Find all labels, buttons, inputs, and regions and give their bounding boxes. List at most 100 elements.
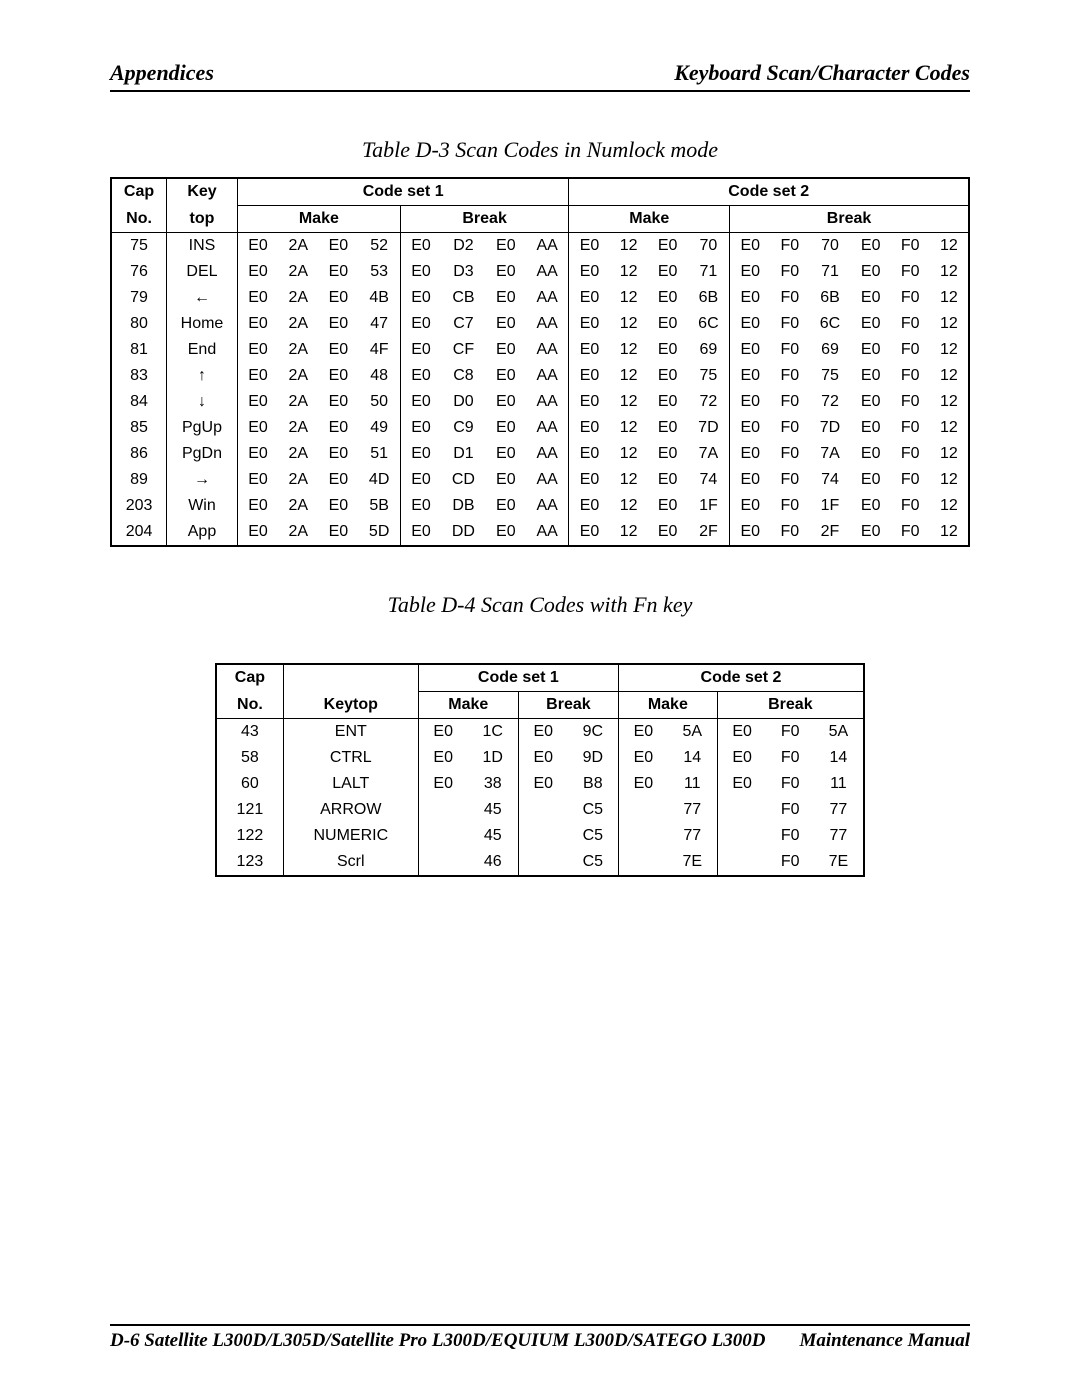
cell: AA [526,467,569,493]
cell: F0 [770,259,809,285]
table-row: 81EndE02AE04FE0CFE0AAE012E069E0F069E0F01… [111,337,969,363]
cell: 2A [278,311,318,337]
cell: E0 [717,719,766,746]
cell: 2F [688,519,730,546]
cell: E0 [237,467,278,493]
table-row: 79←E02AE04BE0CBE0AAE012E06BE0F06BE0F012 [111,285,969,311]
cell: E0 [569,415,610,441]
cell: 12 [930,363,969,389]
cell: E0 [730,415,771,441]
cell: 7D [809,415,850,441]
cell [518,849,567,876]
cell: E0 [318,259,358,285]
cell: E0 [486,493,526,519]
cell: 12 [610,415,648,441]
cell: E0 [400,389,441,415]
cell: → [167,467,238,493]
cell: F0 [891,233,930,260]
t3-hdr-cs1: Code set 1 [237,178,569,206]
cell: E0 [851,467,891,493]
cell: E0 [569,467,610,493]
cell: 12 [610,467,648,493]
cell: 69 [688,337,730,363]
cell: E0 [851,363,891,389]
cell: 12 [610,519,648,546]
cell: E0 [730,285,771,311]
table-row: 85PgUpE02AE049E0C9E0AAE012E07DE0F07DE0F0… [111,415,969,441]
cell: 6B [688,285,730,311]
cell: AA [526,259,569,285]
cell: E0 [318,441,358,467]
cell: E0 [648,467,688,493]
cell: E0 [851,233,891,260]
cell: E0 [486,363,526,389]
cell: E0 [318,285,358,311]
table-row: 203WinE02AE05BE0DBE0AAE012E01FE0F01FE0F0… [111,493,969,519]
cell: CD [441,467,486,493]
cell: AA [526,311,569,337]
table-row: 89→E02AE04DE0CDE0AAE012E074E0F074E0F012 [111,467,969,493]
cell: 12 [610,311,648,337]
cell: E0 [851,389,891,415]
cell: 70 [688,233,730,260]
cell: 2A [278,337,318,363]
cell: DEL [167,259,238,285]
cell: E0 [400,467,441,493]
cell: F0 [767,823,814,849]
cell: E0 [851,493,891,519]
cell: E0 [237,493,278,519]
cell: 75 [111,233,167,260]
cell: AA [526,389,569,415]
cell: E0 [486,233,526,260]
cell: E0 [237,519,278,546]
header-left: Appendices [110,60,214,86]
cell: 77 [668,797,717,823]
cell: 12 [930,389,969,415]
cell: E0 [318,337,358,363]
cell: 76 [111,259,167,285]
cell: D1 [441,441,486,467]
cell: E0 [851,285,891,311]
cell: F0 [891,389,930,415]
cell: E0 [569,311,610,337]
cell: 9C [568,719,619,746]
cell: F0 [770,337,809,363]
cell: E0 [400,415,441,441]
cell: CTRL [283,745,418,771]
cell: E0 [730,233,771,260]
cell: 83 [111,363,167,389]
cell: E0 [717,771,766,797]
cell: 14 [814,745,864,771]
cell: 12 [930,415,969,441]
t3-hdr-make2: Make [569,206,730,233]
cell: E0 [851,259,891,285]
cell: F0 [767,745,814,771]
cell [618,823,667,849]
t4-hdr-keytop: Keytop [283,692,418,719]
cell: E0 [318,467,358,493]
cell: 2A [278,467,318,493]
cell: E0 [648,389,688,415]
cell: 12 [930,311,969,337]
cell [518,823,567,849]
cell: 203 [111,493,167,519]
cell: F0 [770,233,809,260]
cell: AA [526,363,569,389]
cell: 12 [610,233,648,260]
cell: E0 [400,233,441,260]
t3-hdr-make1: Make [237,206,400,233]
cell: E0 [851,441,891,467]
footer-left: D-6 Satellite L300D/L305D/Satellite Pro … [110,1330,766,1352]
cell: E0 [418,745,467,771]
cell: E0 [486,337,526,363]
cell [717,797,766,823]
cell: 7E [668,849,717,876]
cell: F0 [770,519,809,546]
cell: 12 [610,337,648,363]
cell: E0 [418,771,467,797]
cell: App [167,519,238,546]
cell: 47 [358,311,400,337]
cell: LALT [283,771,418,797]
cell: 46 [468,849,519,876]
cell: 4D [358,467,400,493]
